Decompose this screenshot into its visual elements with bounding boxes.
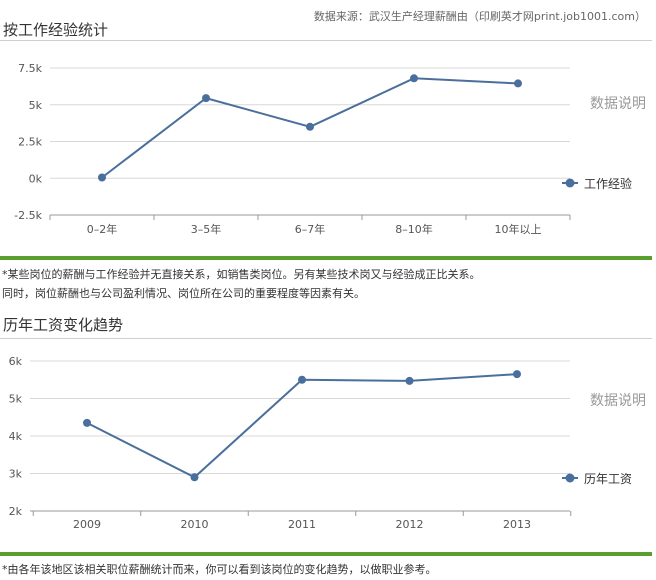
- data-point[interactable]: [202, 94, 210, 103]
- data-point[interactable]: [306, 122, 314, 131]
- data-point[interactable]: [298, 375, 306, 384]
- section-divider-bar: [0, 552, 652, 556]
- x-tick-label: 2011: [288, 518, 316, 531]
- y-tick-label: 5k: [9, 393, 23, 406]
- series-line: [86, 373, 518, 479]
- experience-note-line-1: *某些岗位的薪酬与工作经验并无直接关系，如销售类岗位。另有某些技术岗又与经验成正…: [2, 268, 481, 281]
- legend-label[interactable]: 历年工资: [584, 472, 632, 486]
- data-note-label[interactable]: 数据说明: [590, 96, 646, 112]
- experience-note-line-2: 同时，岗位薪酬也与公司盈利情况、岗位所在公司的重要程度等因素有关。: [2, 287, 365, 300]
- data-source-text: 数据来源：武汉生产经理薪酬由（印刷英才网print.job1001.com）: [313, 10, 646, 23]
- data-point[interactable]: [514, 79, 522, 88]
- legend-marker: [565, 473, 575, 483]
- y-tick-label: 4k: [9, 430, 23, 443]
- data-point[interactable]: [405, 376, 414, 385]
- trend-note: *由各年该地区该相关职位薪酬统计而来，你可以看到该岗位的变化趋势，以做职业参考。: [2, 563, 437, 576]
- x-tick-label: 0–2年: [87, 222, 118, 236]
- y-tick-label: 2k: [9, 505, 23, 518]
- data-point[interactable]: [98, 173, 106, 182]
- x-tick-label: 2012: [396, 518, 424, 531]
- y-tick-label: 6k: [9, 355, 23, 368]
- x-tick-label: 2010: [181, 518, 209, 531]
- data-point[interactable]: [513, 370, 521, 379]
- data-point[interactable]: [190, 473, 199, 482]
- title-divider: [0, 40, 652, 41]
- chart-title-experience: 按工作经验统计: [3, 21, 109, 39]
- x-tick-label: 8–10年: [395, 222, 433, 236]
- data-point[interactable]: [410, 74, 418, 83]
- y-tick-label: 3k: [9, 468, 23, 481]
- y-tick-label: -2.5k: [14, 209, 42, 222]
- x-tick-label: 3–5年: [191, 222, 222, 236]
- data-note-label[interactable]: 数据说明: [590, 393, 646, 409]
- x-tick-label: 2013: [503, 518, 531, 531]
- x-tick-label: 2009: [73, 518, 101, 531]
- y-tick-label: 5k: [29, 99, 43, 112]
- y-tick-label: 0k: [29, 172, 43, 185]
- x-tick-label: 10年以上: [495, 222, 542, 236]
- experience-line-chart: 7.5k 5k 2.5k 0k -2.5k 0–2年 3–5年 6–7年 8–10年 10年以上 数…: [14, 62, 646, 236]
- experience-note: *某些岗位的薪酬与工作经验并无直接关系，如销售类岗位。另有某些技术岗又与经验成正…: [2, 265, 481, 303]
- y-tick-label: 2.5k: [18, 136, 42, 149]
- legend-label[interactable]: 工作经验: [584, 176, 632, 191]
- section-divider-bar: [0, 256, 652, 260]
- x-tick-label: 6–7年: [295, 222, 326, 236]
- title-divider: [0, 338, 652, 339]
- y-tick-label: 7.5k: [18, 62, 42, 75]
- chart-title-trend: 历年工资变化趋势: [3, 316, 124, 334]
- data-point[interactable]: [83, 418, 91, 427]
- legend-marker: [565, 178, 575, 188]
